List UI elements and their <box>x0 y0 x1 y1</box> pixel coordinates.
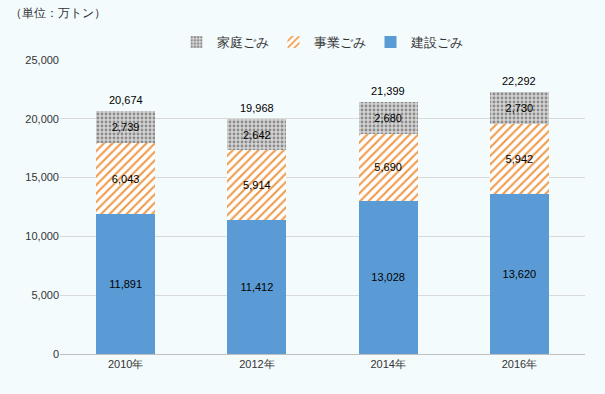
svg-text:0: 0 <box>53 348 59 360</box>
svg-text:5,000: 5,000 <box>31 289 59 301</box>
svg-text:19,968: 19,968 <box>240 102 274 114</box>
svg-text:15,000: 15,000 <box>25 171 59 183</box>
svg-text:2014年: 2014年 <box>370 358 405 370</box>
svg-text:事業ごみ: 事業ごみ <box>314 35 366 50</box>
svg-text:2,680: 2,680 <box>374 112 402 124</box>
svg-text:6,043: 6,043 <box>112 173 140 185</box>
svg-text:建設ごみ: 建設ごみ <box>410 35 463 50</box>
svg-text:21,399: 21,399 <box>371 85 405 97</box>
svg-text:11,412: 11,412 <box>240 281 273 293</box>
svg-text:13,028: 13,028 <box>371 271 405 283</box>
svg-text:5,914: 5,914 <box>243 179 271 191</box>
svg-text:13,620: 13,620 <box>503 268 537 280</box>
svg-text:11,891: 11,891 <box>109 278 142 290</box>
svg-text:10,000: 10,000 <box>25 230 59 242</box>
svg-text:家庭ごみ: 家庭ごみ <box>217 35 269 50</box>
svg-text:（単位：万トン）: （単位：万トン） <box>10 6 106 20</box>
svg-text:2,642: 2,642 <box>243 129 271 141</box>
svg-text:5,942: 5,942 <box>506 153 534 165</box>
svg-text:25,000: 25,000 <box>25 54 59 66</box>
svg-text:2,730: 2,730 <box>506 102 534 114</box>
svg-text:2010年: 2010年 <box>108 358 143 370</box>
svg-text:20,000: 20,000 <box>25 113 59 125</box>
svg-text:22,292: 22,292 <box>502 75 536 87</box>
svg-text:20,674: 20,674 <box>109 94 143 106</box>
svg-text:2012年: 2012年 <box>239 358 274 370</box>
svg-text:2,739: 2,739 <box>112 121 140 133</box>
svg-text:2016年: 2016年 <box>502 358 537 370</box>
svg-text:5,690: 5,690 <box>374 161 402 173</box>
